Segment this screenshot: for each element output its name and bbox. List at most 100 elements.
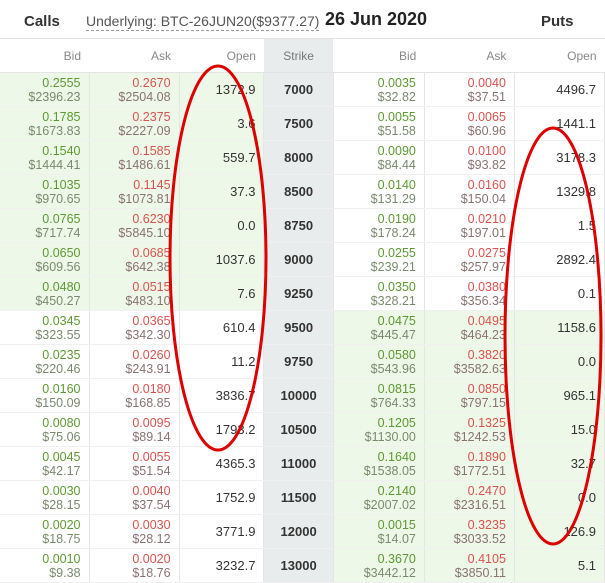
put-open-cell[interactable]: 965.1 [514,378,605,413]
call-bid-cell[interactable]: 0.1785 $1673.83 [0,106,90,141]
call-ask-cell[interactable]: 0.0260 $243.91 [89,344,180,379]
call-bid-cell[interactable]: 0.0235 $220.46 [0,344,90,379]
put-open-cell[interactable]: 0.0 [514,344,605,379]
call-open-cell[interactable]: 7.6 [179,276,265,311]
put-ask-cell[interactable]: 0.0100 $93.82 [424,140,515,175]
call-bid-cell[interactable]: 0.0045 $42.17 [0,446,90,481]
call-open-cell[interactable]: 559.7 [179,140,265,175]
put-open-cell[interactable]: 2892.4 [514,242,605,277]
put-bid-cell[interactable]: 0.0090 $84.44 [333,140,425,175]
table-row[interactable]: 0.1035 $970.65 0.1145 $1073.81 37.3 8500 0.014… [0,174,605,209]
call-open-cell[interactable]: 37.3 [179,174,265,209]
call-ask-cell[interactable]: 0.1145 $1073.81 [89,174,180,209]
table-row[interactable]: 0.0765 $717.74 0.6230 $5845.10 0.0 8750 0.0190… [0,208,605,243]
put-bid-cell[interactable]: 0.1640 $1538.05 [333,446,425,481]
put-open-header[interactable]: Open [514,38,605,73]
put-bid-cell[interactable]: 0.0190 $178.24 [333,208,425,243]
call-ask-cell[interactable]: 0.0055 $51.54 [89,446,180,481]
call-bid-cell[interactable]: 0.2555 $2396.23 [0,72,90,107]
call-ask-cell[interactable]: 0.0685 $642.38 [89,242,180,277]
underlying-selector[interactable]: Underlying: BTC-26JUN20($9377.27) [86,13,320,31]
call-bid-cell[interactable]: 0.1035 $970.65 [0,174,90,209]
call-bid-cell[interactable]: 0.0160 $150.09 [0,378,90,413]
put-open-cell[interactable]: 0.1 [514,276,605,311]
put-ask-cell[interactable]: 0.0160 $150.04 [424,174,515,209]
put-open-cell[interactable]: 5.1 [514,548,605,583]
put-ask-cell[interactable]: 0.0850 $797.15 [424,378,515,413]
strike-header[interactable]: Strike [263,38,334,73]
call-ask-header[interactable]: Ask [89,38,180,73]
call-bid-cell[interactable]: 0.0650 $609.56 [0,242,90,277]
table-row[interactable]: 0.2555 $2396.23 0.2670 $2504.08 1372.9 7000 0.… [0,72,605,107]
call-open-cell[interactable]: 1752.9 [179,480,265,515]
put-bid-cell[interactable]: 0.1205 $1130.00 [333,412,425,447]
call-ask-cell[interactable]: 0.0180 $168.85 [89,378,180,413]
put-ask-cell[interactable]: 0.3820 $3582.63 [424,344,515,379]
put-bid-cell[interactable]: 0.0815 $764.33 [333,378,425,413]
put-open-cell[interactable]: 15.0 [514,412,605,447]
put-ask-cell[interactable]: 0.0275 $257.97 [424,242,515,277]
call-open-cell[interactable]: 1037.6 [179,242,265,277]
call-ask-cell[interactable]: 0.0515 $483.10 [89,276,180,311]
put-open-cell[interactable]: 1329.8 [514,174,605,209]
put-ask-cell[interactable]: 0.0380 $356.34 [424,276,515,311]
call-open-cell[interactable]: 610.4 [179,310,265,345]
call-bid-cell[interactable]: 0.0480 $450.27 [0,276,90,311]
call-open-cell[interactable]: 4365.3 [179,446,265,481]
put-bid-header[interactable]: Bid [333,38,425,73]
call-ask-cell[interactable]: 0.0020 $18.76 [89,548,180,583]
put-bid-cell[interactable]: 0.0140 $131.29 [333,174,425,209]
put-open-cell[interactable]: 32.7 [514,446,605,481]
put-bid-cell[interactable]: 0.0015 $14.07 [333,514,425,549]
put-open-cell[interactable]: 126.9 [514,514,605,549]
call-open-cell[interactable]: 1793.2 [179,412,265,447]
call-ask-cell[interactable]: 0.2670 $2504.08 [89,72,180,107]
put-bid-cell[interactable]: 0.3670 $3442.12 [333,548,425,583]
put-open-cell[interactable]: 1158.6 [514,310,605,345]
put-ask-cell[interactable]: 0.0065 $60.96 [424,106,515,141]
call-open-cell[interactable]: 0.0 [179,208,265,243]
put-ask-cell[interactable]: 0.1325 $1242.53 [424,412,515,447]
call-bid-cell[interactable]: 0.0030 $28.15 [0,480,90,515]
put-bid-cell[interactable]: 0.0055 $51.58 [333,106,425,141]
put-bid-cell[interactable]: 0.0475 $445.47 [333,310,425,345]
put-ask-cell[interactable]: 0.1890 $1772.51 [424,446,515,481]
put-open-cell[interactable]: 0.0 [514,480,605,515]
table-row[interactable]: 0.0045 $42.17 0.0055 $51.54 4365.3 11000 0.164… [0,446,605,481]
call-ask-cell[interactable]: 0.0095 $89.14 [89,412,180,447]
put-bid-cell[interactable]: 0.0255 $239.21 [333,242,425,277]
call-bid-cell[interactable]: 0.0765 $717.74 [0,208,90,243]
call-ask-cell[interactable]: 0.0040 $37.54 [89,480,180,515]
put-open-cell[interactable]: 1441.1 [514,106,605,141]
table-row[interactable]: 0.0160 $150.09 0.0180 $168.85 3836.7 10000 0.0… [0,378,605,413]
call-bid-cell[interactable]: 0.0020 $18.75 [0,514,90,549]
call-open-cell[interactable]: 1372.9 [179,72,265,107]
table-row[interactable]: 0.0080 $75.06 0.0095 $89.14 1793.2 10500 0.120… [0,412,605,447]
table-row[interactable]: 0.0480 $450.27 0.0515 $483.10 7.6 9250 0.0350 $… [0,276,605,311]
call-open-cell[interactable]: 11.2 [179,344,265,379]
put-ask-header[interactable]: Ask [424,38,515,73]
table-row[interactable]: 0.0235 $220.46 0.0260 $243.91 11.2 9750 0.0580… [0,344,605,379]
call-bid-header[interactable]: Bid [0,38,90,73]
table-row[interactable]: 0.0010 $9.38 0.0020 $18.76 3232.7 13000 0.3670… [0,548,605,583]
put-bid-cell[interactable]: 0.0035 $32.82 [333,72,425,107]
call-ask-cell[interactable]: 0.0365 $342.30 [89,310,180,345]
call-open-cell[interactable]: 3.6 [179,106,265,141]
put-ask-cell[interactable]: 0.0495 $464.23 [424,310,515,345]
call-open-header[interactable]: Open [179,38,264,73]
call-ask-cell[interactable]: 0.0030 $28.12 [89,514,180,549]
table-row[interactable]: 0.0030 $28.15 0.0040 $37.54 1752.9 11500 0.214… [0,480,605,515]
put-bid-cell[interactable]: 0.2140 $2007.02 [333,480,425,515]
call-bid-cell[interactable]: 0.0080 $75.06 [0,412,90,447]
call-bid-cell[interactable]: 0.0010 $9.38 [0,548,90,583]
table-row[interactable]: 0.0345 $323.55 0.0365 $342.30 610.4 9500 0.047… [0,310,605,345]
put-ask-cell[interactable]: 0.0210 $197.01 [424,208,515,243]
put-ask-cell[interactable]: 0.3235 $3033.52 [424,514,515,549]
put-bid-cell[interactable]: 0.0580 $543.96 [333,344,425,379]
put-ask-cell[interactable]: 0.4105 $3850.11 [424,548,515,583]
table-row[interactable]: 0.0650 $609.56 0.0685 $642.38 1037.6 9000 0.02… [0,242,605,277]
put-open-cell[interactable]: 1.5 [514,208,605,243]
table-row[interactable]: 0.0020 $18.75 0.0030 $28.12 3771.9 12000 0.001… [0,514,605,549]
put-bid-cell[interactable]: 0.0350 $328.21 [333,276,425,311]
call-open-cell[interactable]: 3232.7 [179,548,265,583]
